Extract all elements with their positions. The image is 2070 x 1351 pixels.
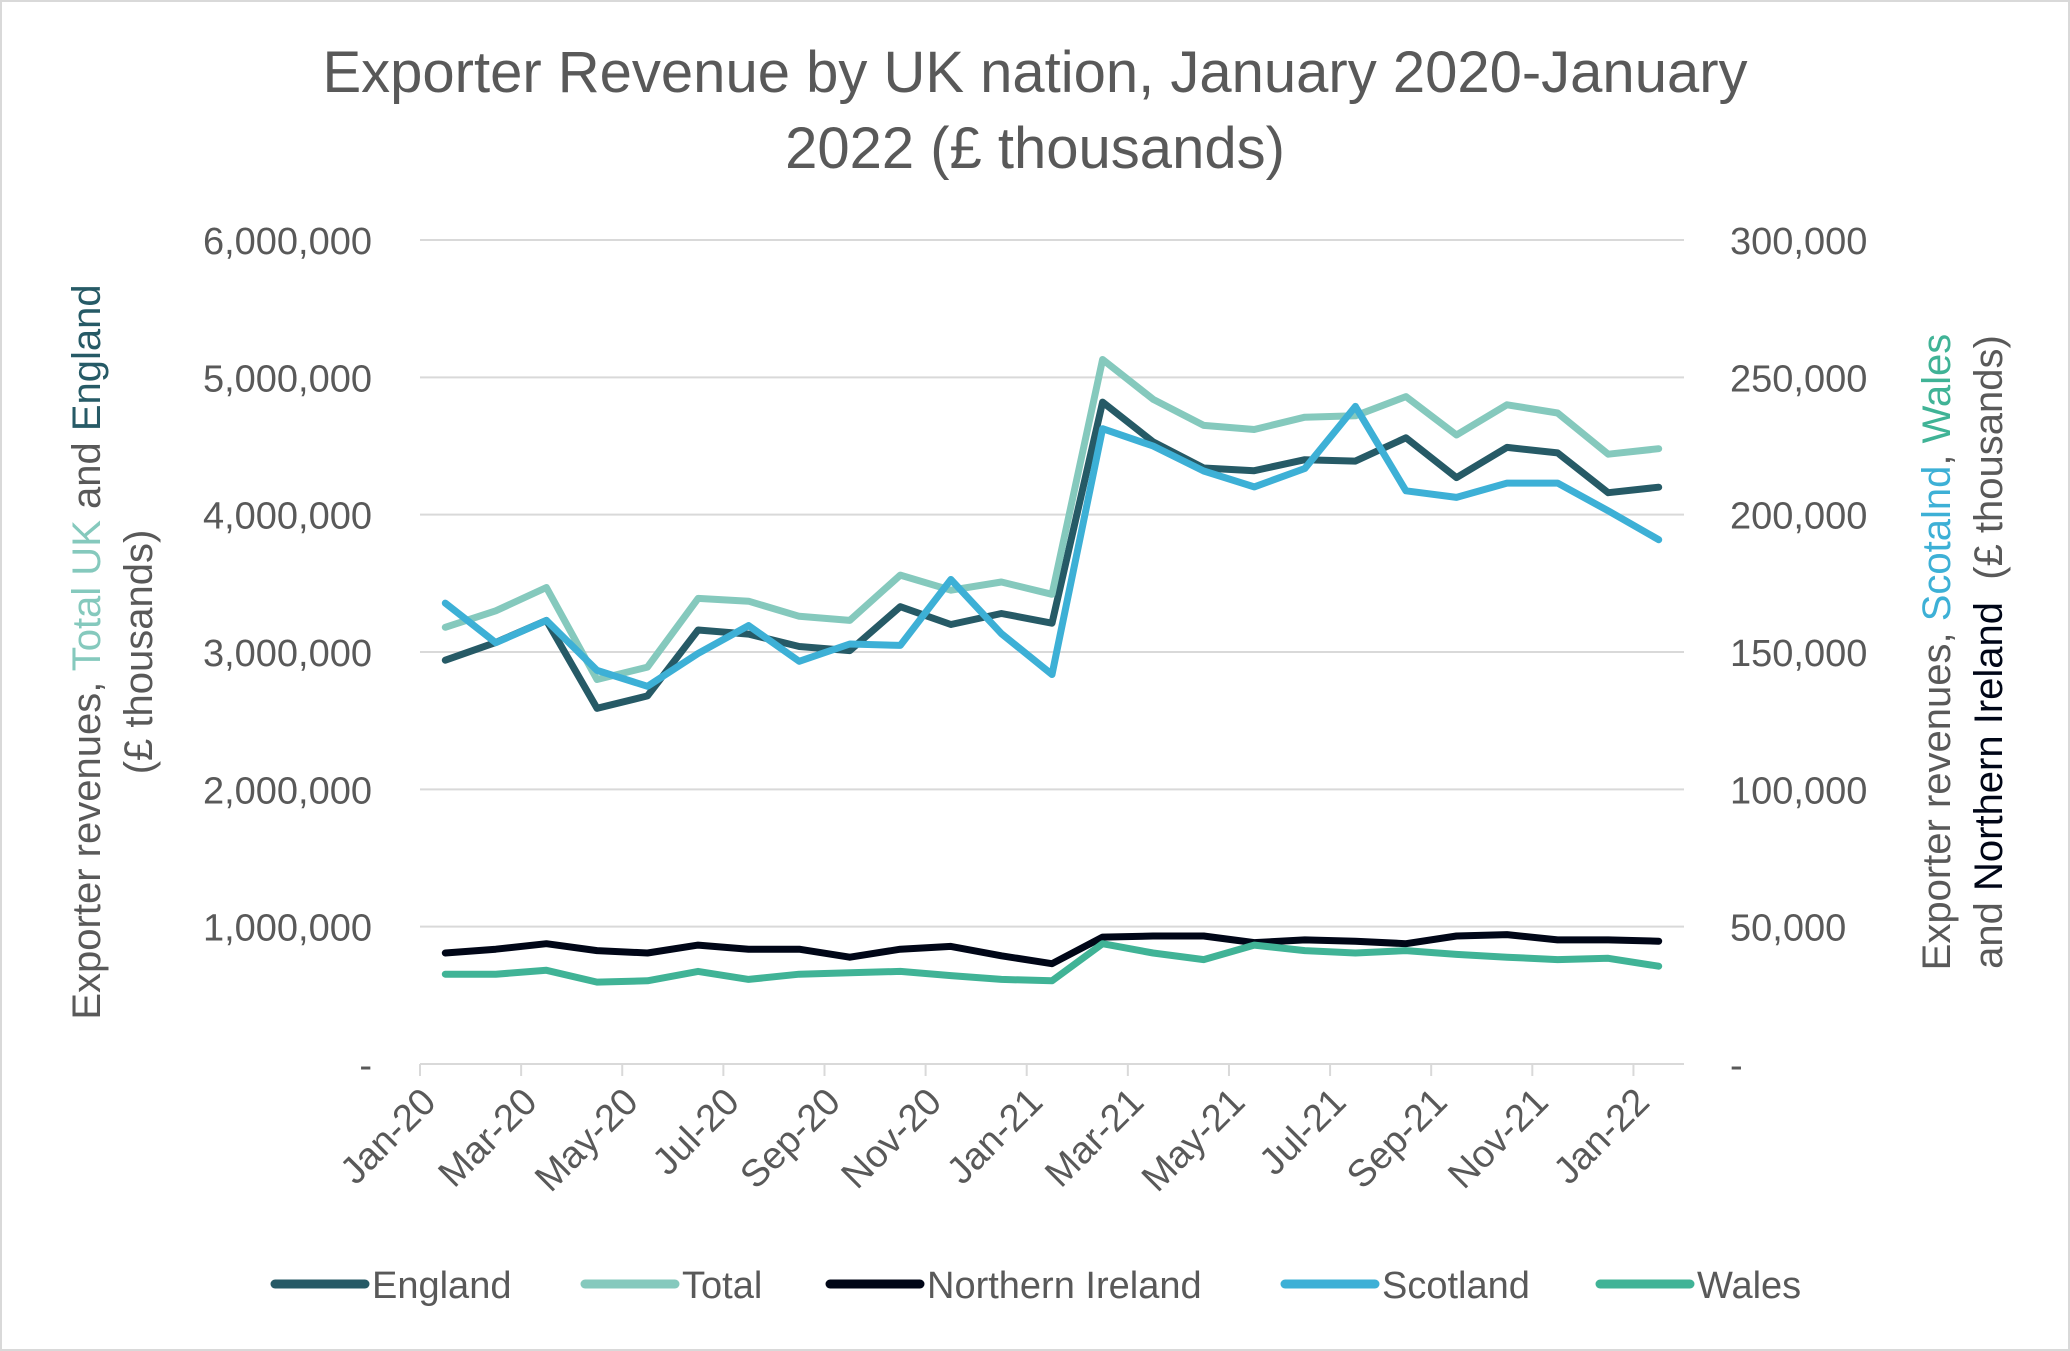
y2-tick-label: 100,000 — [1730, 770, 1867, 812]
y-tick-label: 6,000,000 — [203, 221, 372, 263]
y-tick-label: 5,000,000 — [203, 358, 372, 400]
x-tick-label: Jan-21 — [939, 1081, 1051, 1193]
x-tick-label: Sep-20 — [732, 1081, 848, 1197]
x-tick-label: Mar-21 — [1037, 1081, 1152, 1196]
chart-title: Exporter Revenue by UK nation, January 2… — [322, 40, 1747, 181]
series-line-wales — [441, 940, 1663, 986]
x-tick-label: Nov-20 — [834, 1081, 950, 1197]
x-tick-label: Sep-21 — [1339, 1081, 1455, 1197]
right-axis-title-scotland: Scotalnd — [1915, 466, 1959, 622]
y2-tick-label: 150,000 — [1730, 633, 1867, 675]
series-line-northern-ireland — [441, 931, 1663, 968]
gridlines — [419, 239, 1684, 1076]
x-tick-label: Jan-22 — [1546, 1081, 1658, 1193]
legend-item-wales: Wales — [1595, 1265, 1801, 1307]
right-axis-title-line-2: and Northern Ireland (£ thousands) — [1967, 335, 2011, 969]
y2-tick-label: - — [1730, 1045, 1743, 1087]
y2-tick-label: 50,000 — [1730, 908, 1846, 950]
series-lines — [441, 356, 1663, 986]
right-axis-title-wales: Wales — [1915, 334, 1959, 444]
series-line-england — [441, 398, 1663, 712]
y2-tick-label: 250,000 — [1730, 358, 1867, 400]
x-tick-label: May-21 — [1134, 1081, 1253, 1200]
left-axis-title: Exporter revenues, Total UK and England — [65, 284, 109, 1019]
y2-tick-label: 200,000 — [1730, 496, 1867, 538]
left-axis-title-units: (£ thousands) — [117, 530, 161, 775]
legend-label: Scotland — [1382, 1265, 1530, 1307]
chart-title-line-2: 2022 (£ thousands) — [785, 116, 1285, 181]
y-tick-label: - — [359, 1045, 372, 1087]
right-axis-title-prefix: Exporter revenues, — [1915, 621, 1959, 970]
left-axis-title-england: England — [65, 284, 109, 431]
left-axis-title-and: and — [65, 431, 109, 520]
x-tick-label: Jan-20 — [332, 1081, 444, 1193]
series-line-total — [441, 356, 1663, 683]
right-axis-title: Exporter revenues, Scotalnd, Wales — [1915, 334, 1959, 971]
left-axis-title-prefix: Exporter revenues, — [65, 671, 109, 1019]
y-tick-label: 3,000,000 — [203, 633, 372, 675]
legend-item-england: England — [270, 1265, 511, 1307]
x-axis-ticks: Jan-20Mar-20May-20Jul-20Sep-20Nov-20Jan-… — [332, 1081, 1657, 1200]
x-tick-label: Nov-21 — [1440, 1081, 1556, 1197]
legend-item-northern-ireland: Northern Ireland — [825, 1265, 1202, 1307]
y2-tick-label: 300,000 — [1730, 221, 1867, 263]
y-tick-label: 4,000,000 — [203, 496, 372, 538]
left-axis-title-total: Total UK — [65, 520, 109, 671]
y-tick-label: 1,000,000 — [203, 908, 372, 950]
x-tick-label: Mar-20 — [431, 1081, 546, 1196]
legend-label: Northern Ireland — [927, 1265, 1202, 1307]
legend-label: England — [372, 1265, 511, 1307]
right-axis-ticks: - 50,000 100,000 150,000 200,000 250,000 300,0… — [1730, 221, 1867, 1087]
right-axis-title-units: (£ thousands) — [1967, 335, 2011, 602]
legend-label: Wales — [1697, 1265, 1801, 1307]
legend: England Total Northern Ireland Scotland Wale… — [270, 1265, 1801, 1307]
left-axis-ticks: - 1,000,000 2,000,000 3,000,000 4,000,000 5,0… — [203, 221, 372, 1087]
legend-label: Total — [682, 1265, 762, 1307]
y-tick-label: 2,000,000 — [203, 770, 372, 812]
chart-title-line-1: Exporter Revenue by UK nation, January 2… — [322, 40, 1747, 105]
right-axis-title-ni: Northern Ireland — [1967, 602, 2011, 891]
right-axis-title-comma: , — [1915, 443, 1959, 465]
right-axis-title-and: and — [1967, 891, 2011, 969]
legend-item-total: Total — [580, 1265, 762, 1307]
x-tick-label: May-20 — [527, 1081, 646, 1200]
series-line-scotland — [441, 402, 1663, 690]
legend-item-scotland: Scotland — [1280, 1265, 1530, 1307]
